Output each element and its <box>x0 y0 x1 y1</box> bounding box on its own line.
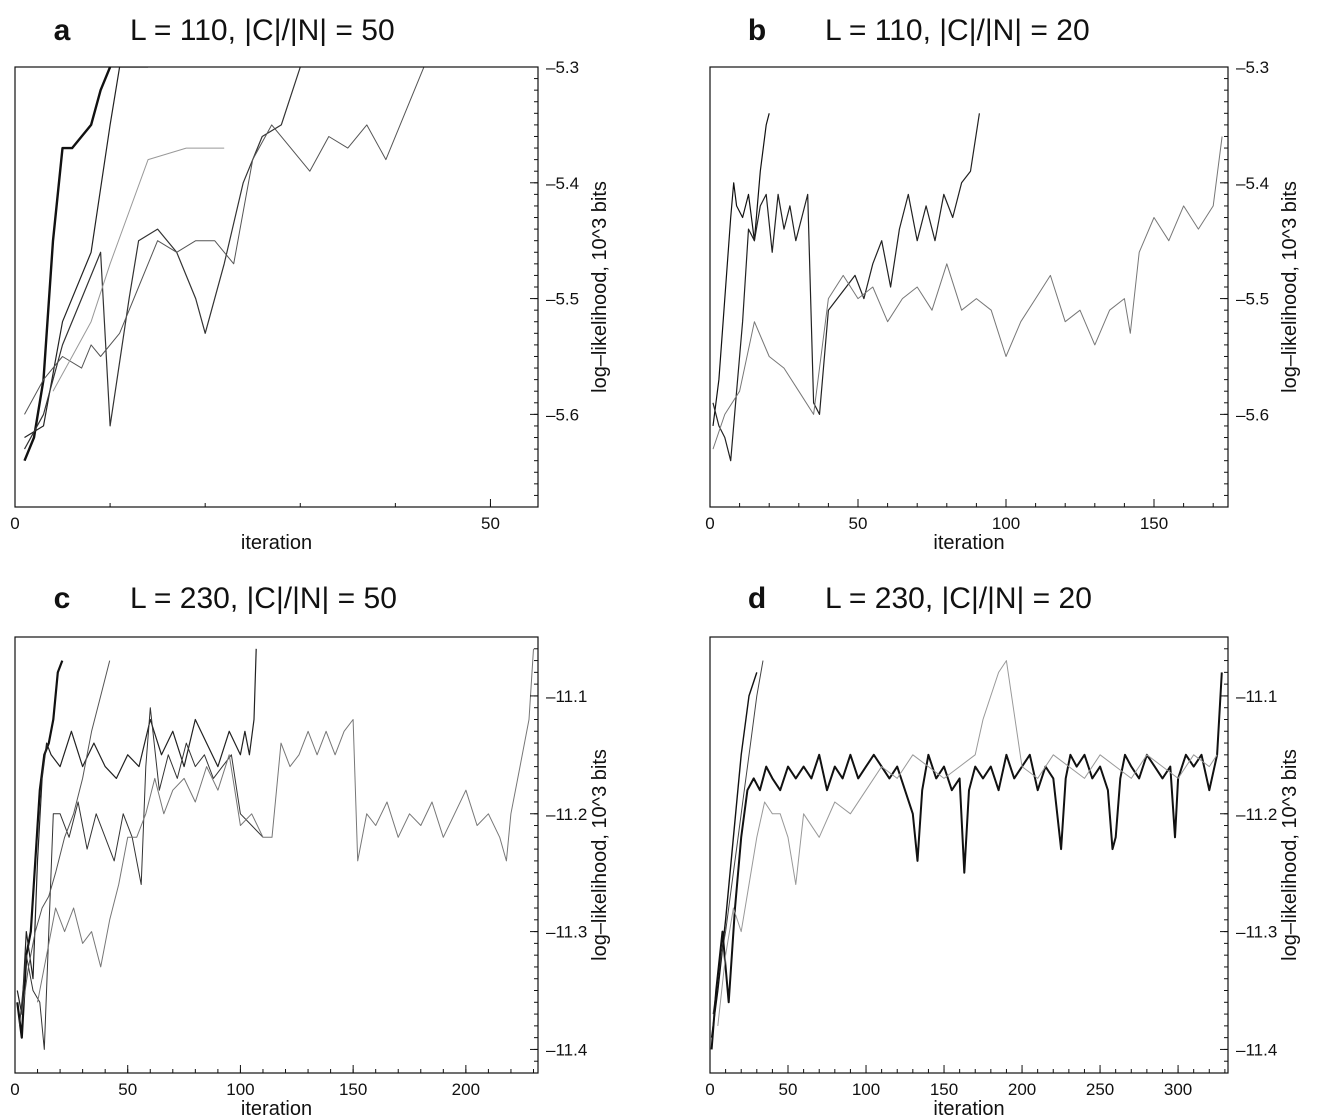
x-tick-label: 150 <box>930 1080 958 1099</box>
x-axis-label: iteration <box>933 1098 1004 1119</box>
x-tick-label: 150 <box>339 1080 367 1099</box>
panel-title: L = 110, |C|/|N| = 50 <box>130 14 395 47</box>
series-line-1 <box>712 113 770 426</box>
series-line-2 <box>712 113 980 462</box>
series-line-3 <box>23 67 301 450</box>
series-group <box>710 660 1223 1050</box>
y-tick-label: –11.1 <box>546 687 587 706</box>
x-tick-label: 100 <box>852 1080 880 1099</box>
x-tick-label: 50 <box>481 514 500 533</box>
panel-letter: d <box>748 582 766 615</box>
series-line-5 <box>52 147 225 392</box>
x-tick-label: 50 <box>118 1080 137 1099</box>
series-line-4 <box>24 67 425 415</box>
series-line-4 <box>21 660 111 1015</box>
panel-d: d L = 230, |C|/|N| = 20 0 50 100 150 200 250 300… <box>705 582 1301 1119</box>
x-tick-label: 50 <box>849 514 868 533</box>
panel-c: c L = 230, |C|/|N| = 50 0 50 100 150 200 iterat… <box>10 582 611 1119</box>
x-tick-label: 150 <box>1140 514 1168 533</box>
plot-frame <box>14 636 539 1074</box>
panel-letter: a <box>54 14 71 47</box>
series-group <box>16 648 534 1050</box>
y-tick-label: –5.3 <box>1236 58 1269 77</box>
y-axis-label: log–likelihood, 10^3 bits <box>1279 181 1301 393</box>
y-tick-label: –5.4 <box>546 174 579 193</box>
y-tick-label: –11.3 <box>1236 923 1277 942</box>
y-tick-label: –5.4 <box>1236 174 1269 193</box>
series-line-2 <box>16 648 257 1015</box>
y-tick-label: –11.3 <box>546 923 587 942</box>
x-axis-label: iteration <box>241 1098 312 1119</box>
plot-frame <box>709 66 1229 508</box>
panel-title: L = 230, |C|/|N| = 50 <box>130 582 397 615</box>
x-tick-label: 100 <box>992 514 1020 533</box>
x-tick-label: 0 <box>705 514 714 533</box>
y-tick-label: –11.2 <box>1236 805 1277 824</box>
x-tick-label: 0 <box>10 1080 19 1099</box>
x-axis-label: iteration <box>241 532 312 554</box>
panel-title: L = 110, |C|/|N| = 20 <box>825 14 1090 47</box>
x-tick-label: 250 <box>1086 1080 1114 1099</box>
series-line-2 <box>712 660 764 1015</box>
panel-title: L = 230, |C|/|N| = 20 <box>825 582 1092 615</box>
x-tick-label: 50 <box>779 1080 798 1099</box>
y-tick-label: –5.6 <box>546 405 579 424</box>
y-tick-label: –5.5 <box>1236 290 1269 309</box>
series-line-1 <box>23 67 112 462</box>
y-axis-label: log–likelihood, 10^3 bits <box>589 749 611 961</box>
panel-letter: c <box>54 582 71 615</box>
series-group <box>712 113 1223 462</box>
series-line-5 <box>37 648 534 1003</box>
y-tick-label: –5.6 <box>1236 405 1269 424</box>
x-tick-label: 200 <box>1008 1080 1036 1099</box>
panel-letter: b <box>748 14 766 47</box>
x-axis-label: iteration <box>933 532 1004 554</box>
x-tick-label: 300 <box>1164 1080 1192 1099</box>
y-axis-label: log–likelihood, 10^3 bits <box>589 181 611 393</box>
series-line-4 <box>717 660 1218 1026</box>
y-tick-label: –5.3 <box>546 58 579 77</box>
plot-frame <box>14 66 539 508</box>
y-tick-label: –11.1 <box>1236 687 1277 706</box>
y-tick-label: –11.4 <box>1236 1040 1277 1059</box>
x-tick-label: 0 <box>705 1080 714 1099</box>
series-line-3 <box>712 136 1223 450</box>
plot-frame <box>709 636 1229 1074</box>
y-axis-label: log–likelihood, 10^3 bits <box>1279 749 1301 961</box>
panel-a: a L = 110, |C|/|N| = 50 0 50 iteration –5.3 –5… <box>10 14 611 554</box>
x-tick-label: 200 <box>452 1080 480 1099</box>
x-tick-label: 100 <box>226 1080 254 1099</box>
panel-b: b L = 110, |C|/|N| = 20 0 50 100 150 iteration… <box>705 14 1301 554</box>
series-line-3 <box>710 672 1223 1050</box>
series-line-1 <box>16 660 64 1039</box>
y-tick-label: –11.2 <box>546 805 587 824</box>
x-tick-label: 0 <box>10 514 19 533</box>
y-tick-label: –5.5 <box>546 290 579 309</box>
y-tick-label: –11.4 <box>546 1040 587 1059</box>
series-line-1 <box>710 672 758 1038</box>
series-group <box>23 67 425 462</box>
